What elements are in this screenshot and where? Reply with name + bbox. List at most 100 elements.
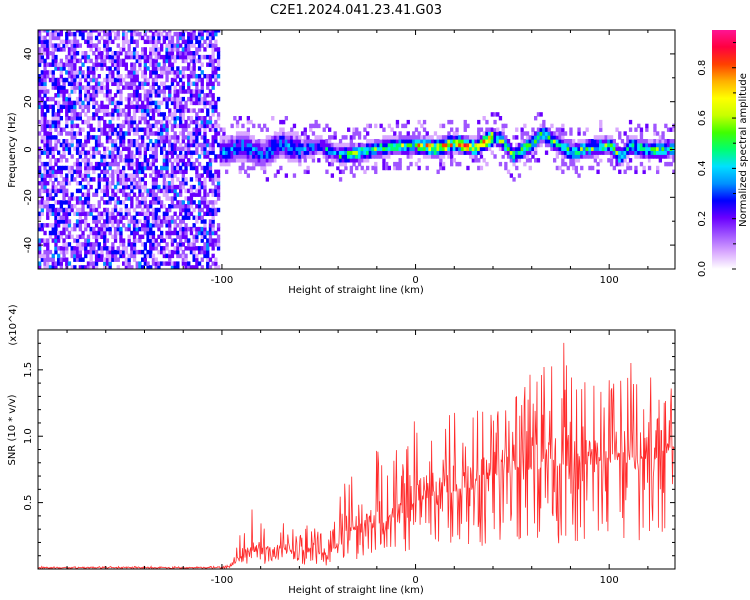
spectrogram-cell <box>132 181 137 186</box>
spectrogram-cell <box>181 112 186 117</box>
spectrogram-cell <box>119 77 123 83</box>
spectrogram-cell <box>593 150 598 155</box>
spectrogram-cell <box>588 150 592 155</box>
spectrogram-cell <box>206 62 210 67</box>
spectrogram-cell <box>38 74 42 79</box>
spectrogram-cell <box>517 173 522 178</box>
spectrogram-cell <box>263 169 267 175</box>
spectrogram-cell <box>200 96 204 102</box>
spectrogram-cell <box>284 150 289 155</box>
spectrogram-cell <box>189 161 194 167</box>
spectrogram-cell <box>67 165 72 171</box>
spectrogram-cell <box>176 54 180 60</box>
spectrogram-cell <box>168 249 172 255</box>
spectrogram-cell <box>187 226 191 232</box>
spectrogram-cell <box>116 70 120 75</box>
spectrogram-cell <box>92 150 96 155</box>
spectrogram-cell <box>38 146 42 152</box>
spectrogram-cell <box>124 154 129 159</box>
spectrogram-cell <box>403 123 408 129</box>
spectrogram-cell <box>341 161 345 167</box>
spectrogram-cell <box>105 177 110 182</box>
spectrogram-cell <box>173 165 177 171</box>
spectrogram-cell <box>181 161 186 167</box>
spectrogram-cell <box>216 112 221 117</box>
spectrogram-cell <box>151 131 156 136</box>
spectrogram-cell <box>257 146 261 152</box>
spectrogram-cell <box>48 223 53 228</box>
spectrogram-cell <box>165 181 169 186</box>
spectrogram-cell <box>124 184 129 190</box>
spectrogram-cell <box>124 173 129 178</box>
spectrogram-cell <box>135 173 139 178</box>
spectrogram-cell <box>433 142 438 148</box>
spectrogram-cell <box>103 192 107 197</box>
spectrogram-cell <box>135 127 139 132</box>
spectrogram-cell <box>113 204 118 209</box>
spectrogram-cell <box>151 184 156 190</box>
spectrogram-cell <box>466 150 470 155</box>
spectrogram-cell <box>38 192 42 197</box>
spectrogram-cell <box>214 261 218 266</box>
spectrogram-cell <box>113 51 118 56</box>
spectrogram-cell <box>154 257 158 262</box>
spectrogram-cell <box>43 39 47 45</box>
spectrogram-cell <box>368 154 373 159</box>
spectrogram-cell <box>303 169 307 175</box>
spectrogram-cell <box>447 131 451 136</box>
spectrogram-cell <box>105 226 110 232</box>
spectrogram-cell <box>265 146 270 152</box>
spectrogram-cell <box>170 135 175 140</box>
spectrogram-cell <box>67 211 72 217</box>
spectrogram-cell <box>452 131 457 136</box>
spectrogram-cell <box>173 100 177 106</box>
spectrogram-cell <box>132 177 137 182</box>
spectrogram-cell <box>132 70 137 75</box>
spectrogram-cell <box>54 127 58 132</box>
spectrogram-cell <box>637 150 641 155</box>
spectrogram-cell <box>661 131 665 136</box>
spectrogram-cell <box>154 215 158 220</box>
spectrogram-cell <box>160 43 164 48</box>
spectrogram-cell <box>111 100 115 106</box>
spectrogram-cell <box>203 192 207 197</box>
spectrogram-cell <box>279 139 283 144</box>
spectrogram-cell <box>593 154 598 159</box>
spectrogram-cell <box>57 238 61 243</box>
spectrogram-cell <box>94 135 99 140</box>
spectrogram-cell <box>92 226 96 232</box>
spectrogram-cell <box>54 135 58 140</box>
spectrogram-cell <box>130 31 134 37</box>
spectrogram-cell <box>550 139 554 144</box>
spectrogram-cell <box>620 161 625 167</box>
spectrogram-cell <box>105 200 110 205</box>
spectrogram-cell <box>162 96 167 102</box>
spectrogram-cell <box>67 230 72 236</box>
spectrogram-cell <box>54 77 58 83</box>
spectrogram-cell <box>103 62 107 67</box>
spectrogram-cell <box>192 207 196 213</box>
spectrogram-cell <box>170 123 175 129</box>
spectrogram-cell <box>382 142 386 148</box>
spectrogram-cell <box>151 58 156 64</box>
spectrogram-cell <box>116 89 120 94</box>
spectrogram-cell <box>306 154 310 159</box>
spectrogram-cell <box>666 127 671 132</box>
spectrogram-cell <box>482 150 486 155</box>
spectrogram-cell <box>214 192 218 197</box>
spectrogram-cell <box>157 184 161 190</box>
spectrogram-cell <box>482 135 486 140</box>
spectrogram-cell <box>355 142 359 148</box>
spectrogram-cell <box>634 150 638 155</box>
spectrogram-cell <box>43 169 47 175</box>
spectrogram-cell <box>46 169 50 175</box>
spectrogram-cell <box>219 127 223 132</box>
spectrogram-cell <box>81 119 85 125</box>
spectrogram-cell <box>97 85 101 90</box>
spectrogram-cell <box>43 43 47 48</box>
spectrogram-cell <box>89 30 93 33</box>
spectrogram-cell <box>84 184 88 190</box>
spectrogram-cell <box>75 173 80 178</box>
spectrogram-cell <box>143 104 148 110</box>
spectrogram-cell <box>525 146 530 152</box>
